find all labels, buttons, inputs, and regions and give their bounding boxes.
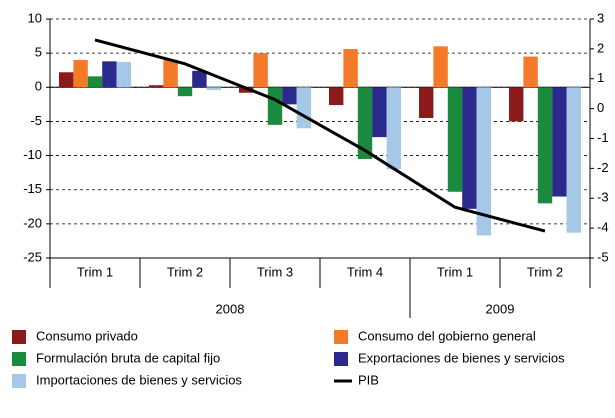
y-tick-label: 0: [35, 79, 42, 94]
legend-label: Consumo privado: [36, 328, 138, 343]
legend-label: Consumo del gobierno general: [358, 328, 536, 343]
bar: [476, 87, 491, 236]
y2-tick-label: 3: [597, 10, 604, 25]
bar: [462, 87, 477, 209]
bar: [419, 87, 434, 119]
x-tick-label: Trim 1: [437, 264, 473, 279]
legend-label: Formulación bruta de capital fijo: [36, 350, 220, 365]
line-series: [94, 38, 546, 233]
bar: [329, 87, 344, 106]
legend-swatch: [12, 352, 26, 366]
y-tick-label: -10: [23, 147, 42, 162]
bar: [447, 87, 463, 192]
legend-swatch: [12, 374, 26, 388]
y-tick-label: -25: [23, 249, 42, 264]
x-tick-label: Trim 2: [167, 264, 203, 279]
y2-tick-label: -3: [597, 190, 609, 205]
y2-tick-label: 1: [597, 70, 604, 85]
legend-label: Exportaciones de bienes y servicios: [358, 350, 565, 365]
legend-swatch: [334, 352, 348, 366]
bar: [192, 70, 207, 88]
bar: [102, 61, 117, 88]
x-tick-label: Trim 4: [347, 264, 383, 279]
x-tick-label: Trim 3: [257, 264, 293, 279]
bar: [357, 87, 373, 159]
y2-tick-label: 2: [597, 40, 604, 55]
bar: [343, 49, 358, 88]
legend-swatch: [12, 330, 26, 344]
bar: [537, 87, 553, 204]
bar: [149, 85, 164, 88]
bar: [566, 87, 581, 233]
y2-tick-label: -2: [597, 160, 609, 175]
legend-swatch: [334, 330, 348, 344]
bar: [177, 87, 193, 97]
bar: [372, 87, 387, 138]
bar: [116, 62, 131, 88]
bar: [59, 72, 74, 88]
x-group-label: 2008: [216, 301, 245, 316]
bar: [253, 53, 268, 88]
bar: [296, 87, 311, 129]
y2-tick-label: 0: [597, 100, 604, 115]
legend-label: Importaciones de bienes y servicios: [36, 372, 242, 387]
y-tick-label: -5: [30, 113, 42, 128]
x-tick-label: Trim 2: [527, 264, 563, 279]
y-tick-label: 10: [28, 10, 42, 25]
bar: [239, 87, 254, 93]
y-tick-label: -15: [23, 181, 42, 196]
bar: [163, 59, 178, 88]
y2-tick-label: -5: [597, 249, 609, 264]
x-group-label: 2009: [486, 301, 515, 316]
bar: [206, 87, 221, 91]
x-tick-label: Trim 1: [77, 264, 113, 279]
y-tick-label: 5: [35, 45, 42, 60]
bar: [509, 87, 524, 122]
bar: [267, 87, 283, 125]
y-tick-label: -20: [23, 215, 42, 230]
y2-tick-label: -4: [597, 220, 609, 235]
bar: [433, 46, 448, 88]
bar: [523, 56, 538, 88]
bar: [282, 87, 297, 105]
bar: [386, 87, 401, 170]
bar: [73, 59, 88, 88]
y2-tick-label: -1: [597, 130, 609, 145]
bar: [552, 87, 567, 197]
legend-label: PIB: [358, 372, 379, 387]
bar: [87, 76, 103, 88]
